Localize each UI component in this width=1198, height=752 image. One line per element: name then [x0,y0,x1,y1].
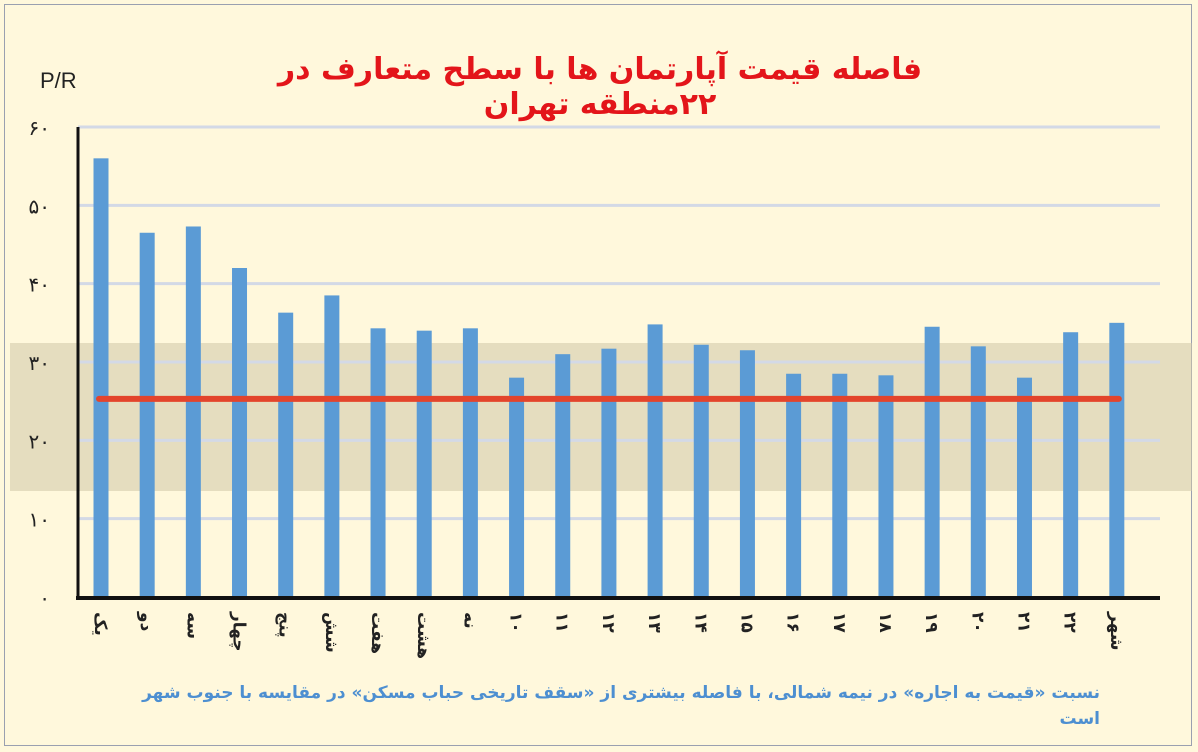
x-tick-label: ۲۲ [1060,612,1080,633]
chart-caption: نسبت «قیمت به اجاره» در نیمه شمالی، با ف… [142,683,1100,729]
bar [924,326,940,597]
y-tick-label: ۳۰ [29,351,50,375]
y-tick-label: ۶۰ [29,116,50,140]
x-tick-label: دو [136,611,156,632]
bar [462,328,478,597]
x-tick-label: ۱۵ [736,612,756,633]
bar [647,324,663,597]
x-tick-label: هشت [413,612,433,659]
x-tick-label: شهر [1106,611,1126,651]
bar [324,295,340,597]
x-tick-label: ۱۱ [552,612,572,633]
y-tick-label: ۴۰ [29,273,50,297]
watermark-band [10,343,1192,491]
bar [93,158,109,598]
bar [739,350,755,597]
bar [786,373,802,597]
bar [1016,377,1032,597]
x-tick-label: نه [459,612,479,629]
bar [693,344,709,597]
x-tick-label: ۱۸ [875,612,895,633]
bar [232,268,248,597]
bar [509,377,525,597]
bar [278,312,294,597]
x-tick-label: چهار [229,611,249,652]
y-tick-labels: ۰ ۱۰ ۲۰ ۳۰ ۴۰ ۵۰ ۶۰ [29,116,50,610]
bar [185,226,201,597]
bar [832,373,848,597]
y-axis-label: P/R [40,68,77,93]
y-tick-label: ۲۰ [29,429,50,453]
bar [370,328,386,597]
x-tick-label: هفت [367,612,387,654]
chart-title: فاصله قیمت آپارتمان ها با سطح متعارف در … [277,52,923,122]
x-tick-label: ۱۹ [921,612,941,633]
x-tick-label: شش [321,612,341,653]
x-tick-label: ۱۷ [829,612,849,633]
x-tick-label: ۲۱ [1013,612,1033,633]
y-tick-label: ۵۰ [29,194,50,218]
x-tick-label: ۲۰ [967,612,987,633]
watermark-band-rect [10,343,1192,491]
bar [1063,332,1079,597]
bar [416,330,432,597]
y-tick-label: ۱۰ [29,508,50,532]
bar [970,346,986,597]
x-tick-labels: یک دو سه چهار پنج شش هفت هشت نه ۱۰ ۱۱ ۱۲ ۱۳ ۱۴ ۱۵ ۱۶ ۱۷ ۱… [90,611,1126,659]
x-tick-label: پنج [275,612,295,638]
x-tick-label: ۱۶ [783,612,803,633]
bar [1109,322,1125,597]
x-tick-label: سه [182,612,202,639]
bar [878,375,894,597]
bar [139,232,155,597]
x-tick-label: یک [90,612,110,636]
axes [76,127,1160,600]
bar [601,348,617,597]
bars [93,158,1125,598]
x-tick-label: ۱۲ [598,612,618,633]
x-tick-label: ۱۴ [690,612,710,633]
x-tick-label: ۱۳ [644,612,664,633]
x-tick-label: ۱۰ [506,612,526,633]
y-tick-label: ۰ [39,586,50,610]
bar [555,354,571,597]
